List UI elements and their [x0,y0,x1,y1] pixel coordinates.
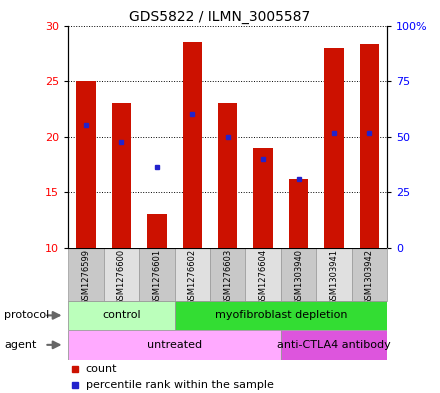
Bar [281,330,387,360]
Text: myofibroblast depletion: myofibroblast depletion [215,310,347,320]
Text: GDS5822 / ILMN_3005587: GDS5822 / ILMN_3005587 [129,10,311,24]
Text: control: control [102,310,141,320]
Bar [175,301,387,330]
Bar [218,103,238,248]
Bar [68,248,104,301]
Bar [246,248,281,301]
Text: GSM1276599: GSM1276599 [81,249,91,305]
Bar [352,248,387,301]
Bar [68,301,175,330]
Text: GSM1276603: GSM1276603 [223,249,232,305]
Text: untreated: untreated [147,340,202,350]
Bar [289,179,308,248]
Text: anti-CTLA4 antibody: anti-CTLA4 antibody [277,340,391,350]
Text: GSM1303940: GSM1303940 [294,249,303,305]
Bar [112,103,131,248]
Text: GSM1303941: GSM1303941 [330,249,338,305]
Bar [175,248,210,301]
Bar [139,248,175,301]
Text: GSM1303942: GSM1303942 [365,249,374,305]
Bar [76,81,95,248]
Bar [324,48,344,248]
Bar [210,248,246,301]
Text: protocol: protocol [4,310,50,320]
Text: GSM1276601: GSM1276601 [152,249,161,305]
Bar [360,44,379,248]
Bar [281,248,316,301]
Text: GSM1276604: GSM1276604 [259,249,268,305]
Bar [104,248,139,301]
Bar [147,214,167,248]
Text: percentile rank within the sample: percentile rank within the sample [86,380,274,389]
Text: GSM1276600: GSM1276600 [117,249,126,305]
Bar [316,248,352,301]
Bar [183,42,202,248]
Text: GSM1276602: GSM1276602 [188,249,197,305]
Bar [68,330,281,360]
Text: count: count [86,364,117,374]
Text: agent: agent [4,340,37,350]
Bar [253,148,273,248]
